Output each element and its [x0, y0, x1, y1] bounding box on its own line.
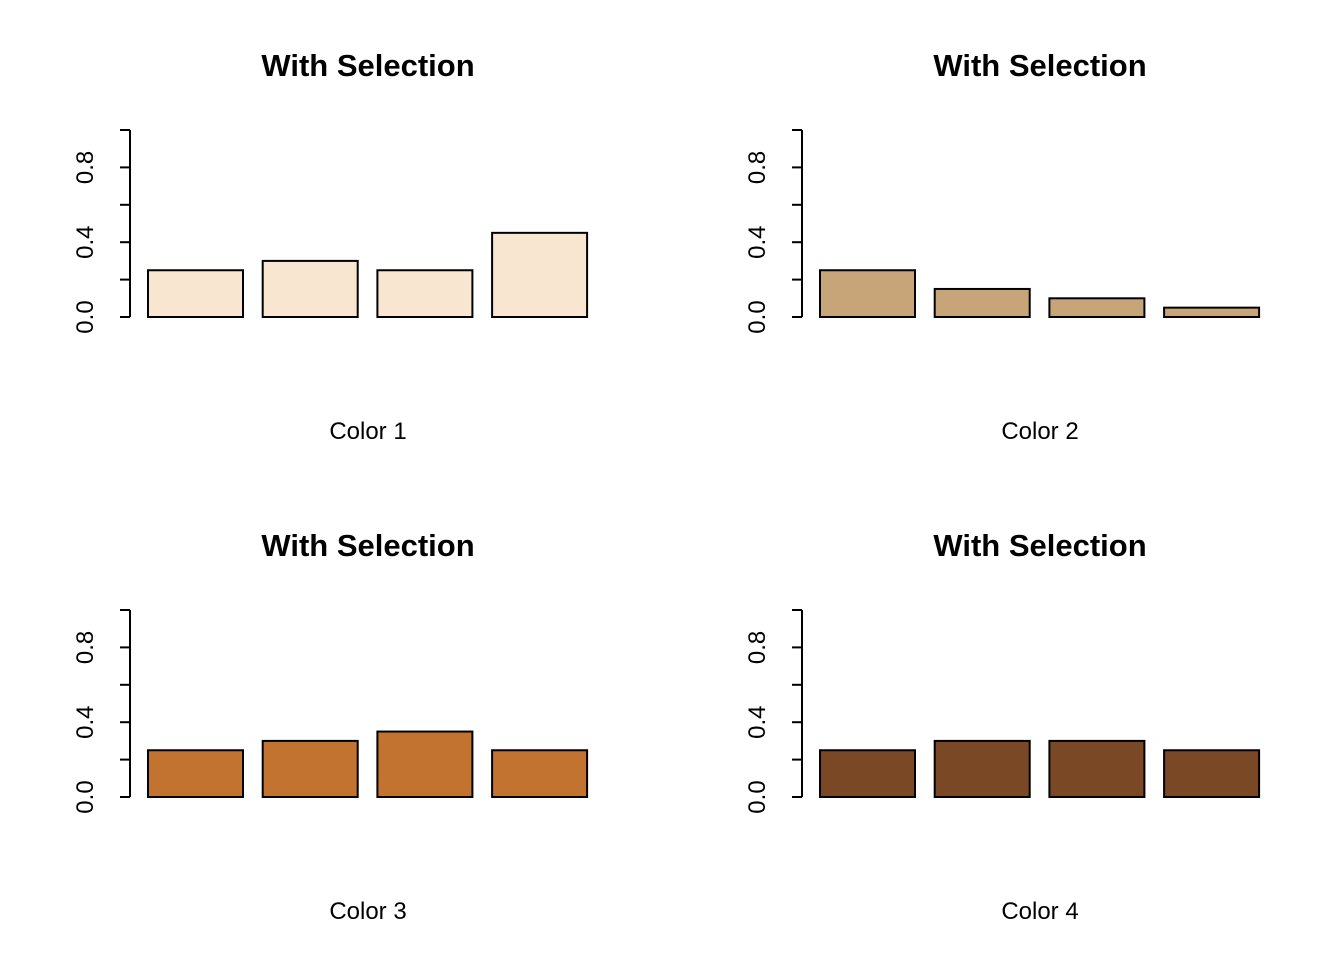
- plot-area: 0.0 0.4 0.8: [744, 609, 1261, 814]
- y-tick-label: 0.0: [744, 780, 771, 813]
- bar: [491, 231, 589, 319]
- panel-3: With Selection Color 3 0.0 0.4 0.8: [72, 528, 589, 925]
- y-tick-label: 0.0: [72, 300, 99, 333]
- x-axis-label: Color 2: [1001, 418, 1078, 445]
- bar: [1048, 297, 1146, 318]
- bar: [1163, 306, 1261, 318]
- x-axis-label: Color 4: [1001, 898, 1078, 925]
- y-tick-label: 0.4: [72, 226, 99, 259]
- chart-title: With Selection: [933, 528, 1146, 563]
- chart-title: With Selection: [933, 48, 1146, 83]
- y-tick-label: 0.8: [72, 631, 99, 664]
- panel-4: With Selection Color 4 0.0 0.4 0.8: [744, 528, 1261, 925]
- y-tick-label: 0.8: [744, 151, 771, 184]
- y-tick-label: 0.0: [744, 300, 771, 333]
- chart-title: With Selection: [261, 528, 474, 563]
- bar: [1163, 749, 1261, 798]
- y-tick-label: 0.4: [72, 706, 99, 739]
- bar: [376, 269, 474, 318]
- panel-1: With Selection Color 1 0.0 0.4 0.8: [72, 48, 589, 445]
- x-axis-label: Color 3: [329, 898, 406, 925]
- plot-area: 0.0 0.4 0.8: [744, 129, 1261, 334]
- y-tick-label: 0.0: [72, 780, 99, 813]
- bar: [1048, 739, 1146, 799]
- bar: [491, 749, 589, 798]
- bar: [933, 287, 1031, 319]
- x-axis-label: Color 1: [329, 418, 406, 445]
- chart-title: With Selection: [261, 48, 474, 83]
- plot-area: 0.0 0.4 0.8: [72, 609, 589, 814]
- bar: [147, 749, 244, 798]
- y-tick-label: 0.4: [744, 706, 771, 739]
- y-tick-label: 0.8: [744, 631, 771, 664]
- y-tick-label: 0.8: [72, 151, 99, 184]
- bar: [261, 739, 359, 799]
- bar: [933, 739, 1031, 799]
- bar: [819, 749, 916, 798]
- bar: [261, 259, 359, 318]
- bar: [147, 269, 244, 318]
- bar: [819, 269, 916, 318]
- y-tick-label: 0.4: [744, 226, 771, 259]
- panel-2: With Selection Color 2 0.0 0.4 0.8: [744, 48, 1261, 445]
- plot-area: 0.0 0.4 0.8: [72, 129, 589, 334]
- bar: [376, 730, 474, 798]
